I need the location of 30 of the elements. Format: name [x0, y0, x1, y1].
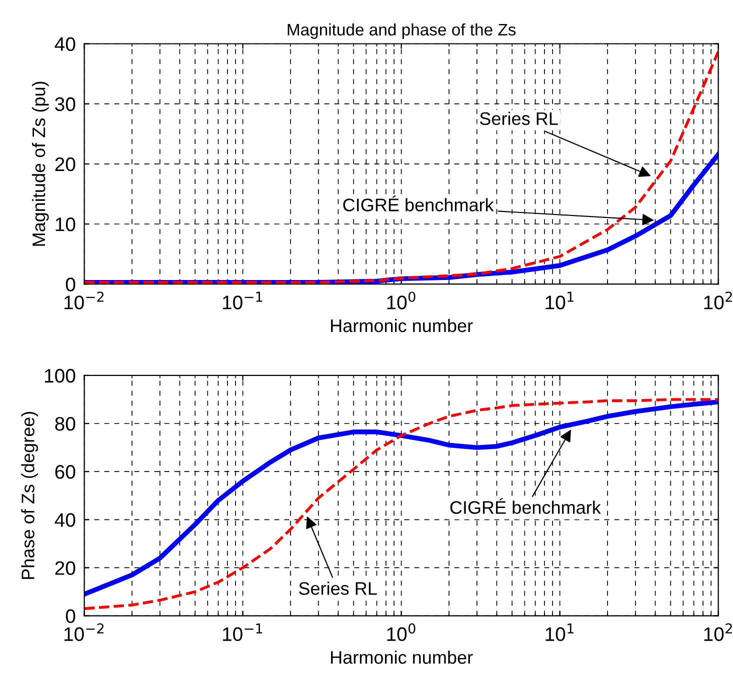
x-tick-label: 10$^{1}$ [546, 292, 574, 310]
y-tick-label: 40 [54, 513, 76, 527]
annotation: Series RL [480, 112, 558, 126]
x-tick-label: 10$^{0}$ [387, 292, 416, 310]
y-tick-label: 10 [56, 217, 76, 232]
y-tick-label: 0 [66, 278, 76, 292]
x-tick-label: 10$^{2}$ [704, 292, 732, 310]
y-tick-label: 0 [66, 609, 76, 624]
y-tick-label: 20 [55, 157, 76, 172]
x-axis-title: Harmonic number [331, 650, 473, 664]
x-tick-label: 10$^{1}$ [546, 623, 574, 642]
y-tick-label: 40 [54, 37, 76, 51]
y-tick-label: 100 [45, 368, 76, 383]
y-tick-label: 80 [55, 416, 76, 431]
x-axis-title: Harmonic number [331, 318, 473, 332]
y-axis-title: Phase of Zs (degree) [21, 412, 38, 579]
x-tick-label: 10$^{0}$ [387, 623, 416, 642]
annotation: Series RL [299, 582, 377, 595]
x-tick-label: 10$^{−2}$ [64, 292, 104, 310]
y-tick-label: 60 [55, 465, 76, 479]
x-tick-label: 10$^{2}$ [704, 623, 732, 642]
annotation: CIGRÉ benchmark [450, 498, 601, 514]
annotation: CIGRÉ benchmark [343, 196, 494, 212]
x-tick-label: 10$^{−2}$ [64, 623, 104, 642]
y-tick-label: 30 [55, 97, 76, 112]
y-axis-title: Magnitude of Zs (pu) [32, 82, 49, 246]
x-tick-label: 10$^{−1}$ [222, 623, 262, 642]
y-tick-label: 20 [55, 561, 76, 575]
x-tick-label: 10$^{−1}$ [222, 292, 262, 310]
chart-title: Magnitude and phase of the Zs [288, 23, 516, 39]
